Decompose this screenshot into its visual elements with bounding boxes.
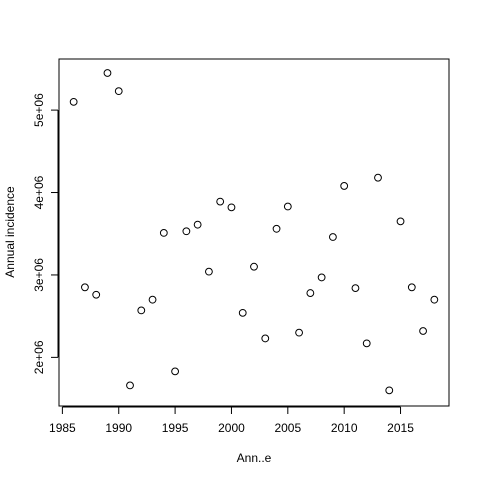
y-tick-label: 4e+06 xyxy=(32,175,46,209)
y-tick-label: 2e+06 xyxy=(32,340,46,374)
data-point xyxy=(283,202,292,211)
y-tick-label: 3e+06 xyxy=(32,258,46,292)
data-point xyxy=(272,224,281,233)
data-point xyxy=(182,227,191,236)
x-tick-label: 1995 xyxy=(162,421,189,435)
data-point xyxy=(137,306,146,315)
data-point xyxy=(114,87,123,96)
data-point xyxy=(148,295,157,304)
x-tick-label: 2000 xyxy=(218,421,245,435)
data-point xyxy=(261,334,270,343)
y-axis-title: Annual incidence xyxy=(3,186,17,278)
data-point xyxy=(69,97,78,106)
x-tick-label: 2010 xyxy=(331,421,358,435)
data-point xyxy=(351,284,360,293)
y-axis: 2e+06 3e+06 4e+06 5e+06 xyxy=(32,93,59,374)
x-axis: 1985 1990 1995 2000 2005 2010 2015 xyxy=(49,406,414,435)
data-point xyxy=(419,327,427,335)
x-tick-label: 1990 xyxy=(105,421,132,435)
data-point xyxy=(317,273,326,282)
data-point xyxy=(407,283,416,292)
x-tick-label: 2005 xyxy=(274,421,301,435)
x-axis-title: Ann..e xyxy=(237,451,272,465)
data-point xyxy=(238,308,247,317)
data-point xyxy=(396,217,405,226)
data-point xyxy=(159,229,168,237)
data-point xyxy=(216,197,225,206)
data-point xyxy=(250,262,258,271)
plot-frame xyxy=(58,58,450,407)
data-point xyxy=(306,289,315,297)
data-point xyxy=(103,69,112,77)
data-point xyxy=(92,290,101,299)
data-point xyxy=(81,283,89,292)
data-point xyxy=(329,233,337,241)
x-tick-label: 1985 xyxy=(49,421,76,435)
data-point xyxy=(385,386,394,395)
data-point xyxy=(295,328,303,337)
data-point xyxy=(126,381,134,390)
data-points xyxy=(69,69,439,395)
data-point xyxy=(374,173,382,182)
data-point xyxy=(205,267,213,276)
data-point xyxy=(227,203,236,212)
data-point xyxy=(362,339,371,348)
data-point xyxy=(193,220,202,229)
data-point xyxy=(171,367,179,376)
x-tick-label: 2015 xyxy=(387,421,414,435)
data-point xyxy=(430,295,439,304)
data-point xyxy=(340,182,349,190)
y-tick-label: 5e+06 xyxy=(32,93,46,127)
